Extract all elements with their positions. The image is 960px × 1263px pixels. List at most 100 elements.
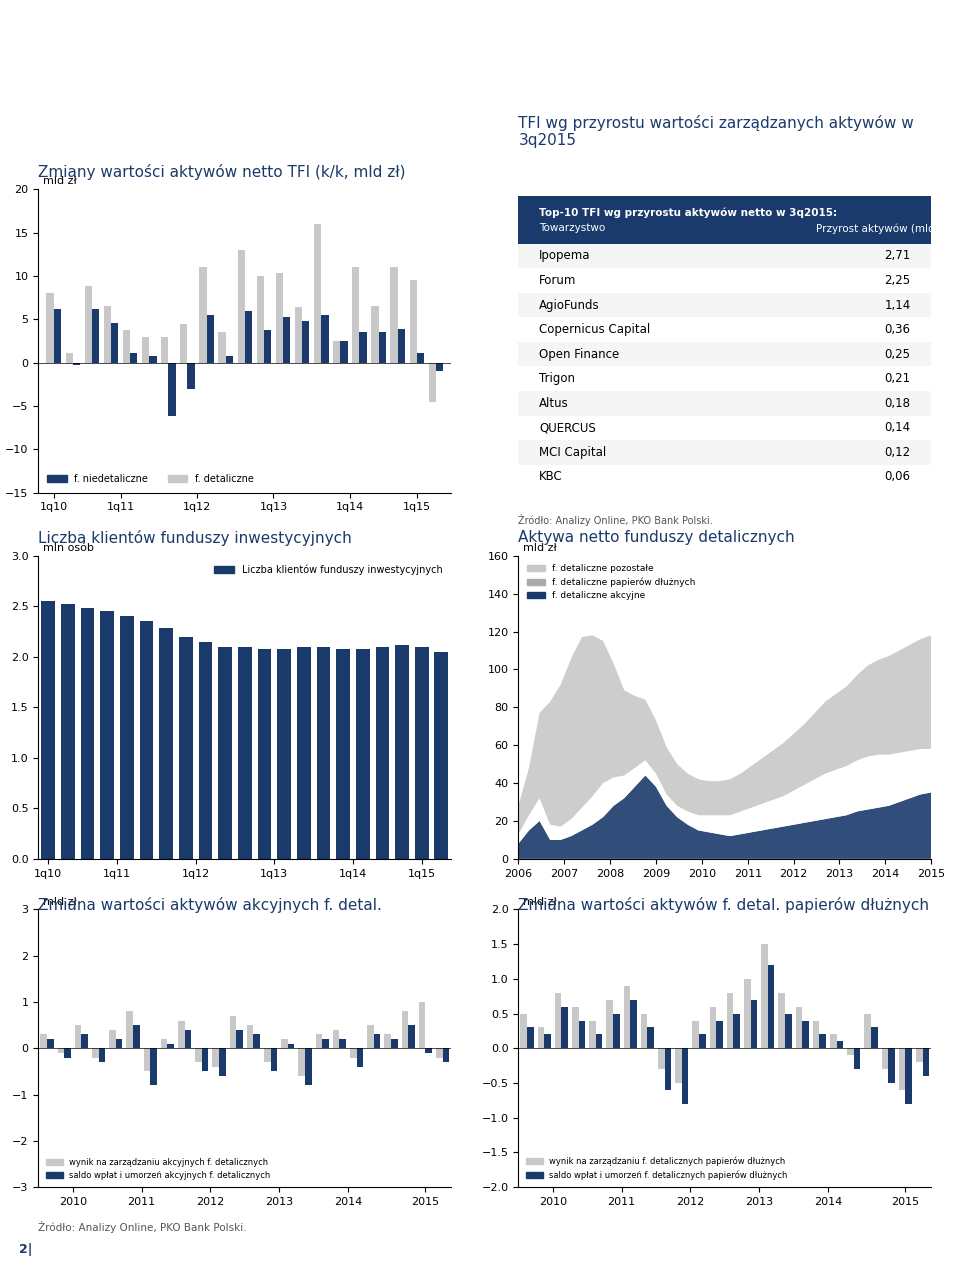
Text: mld zł: mld zł	[522, 897, 556, 907]
Bar	[871, 1028, 877, 1048]
Text: Źródło: Analizy Online, PKO Bank Polski.: Źródło: Analizy Online, PKO Bank Polski.	[38, 1221, 247, 1234]
Text: KBC: KBC	[540, 470, 563, 484]
Bar	[199, 642, 212, 859]
Bar	[256, 277, 264, 362]
Bar	[899, 1048, 905, 1090]
Bar	[401, 1012, 408, 1048]
Text: mld zł: mld zł	[42, 897, 76, 907]
Text: Zmiana wartości aktywów f. detal. papierów dłużnych: Zmiana wartości aktywów f. detal. papier…	[518, 897, 929, 913]
Bar	[150, 1048, 156, 1085]
Bar	[744, 979, 751, 1048]
Bar	[803, 1021, 808, 1048]
Bar	[848, 1048, 853, 1056]
Text: Copernicus Capital: Copernicus Capital	[540, 323, 650, 336]
Bar	[302, 321, 309, 362]
Bar	[41, 601, 55, 859]
Bar	[99, 1048, 106, 1062]
Bar	[589, 1021, 596, 1048]
Bar	[131, 354, 137, 362]
Bar	[305, 1048, 312, 1085]
Bar	[733, 1013, 740, 1048]
FancyBboxPatch shape	[518, 196, 931, 244]
FancyBboxPatch shape	[518, 293, 931, 317]
Bar	[761, 945, 768, 1048]
Bar	[219, 332, 226, 362]
Bar	[415, 647, 428, 859]
Bar	[664, 1048, 671, 1090]
Text: 2|: 2|	[19, 1243, 33, 1255]
Bar	[658, 1048, 664, 1068]
Bar	[579, 1021, 586, 1048]
Bar	[84, 287, 92, 362]
Bar	[104, 306, 111, 362]
Bar	[333, 341, 341, 362]
Bar	[391, 268, 397, 362]
Text: Open Finance: Open Finance	[540, 347, 619, 361]
Bar	[133, 1026, 139, 1048]
Bar	[144, 1048, 150, 1071]
Bar	[179, 637, 193, 859]
Bar	[65, 354, 73, 362]
Bar	[116, 1039, 122, 1048]
Bar	[572, 1007, 579, 1048]
Bar	[314, 224, 322, 362]
Bar	[443, 1048, 449, 1062]
Bar	[727, 993, 733, 1048]
Bar	[675, 1048, 682, 1082]
Text: 0,14: 0,14	[884, 422, 910, 434]
Bar	[167, 1043, 174, 1048]
Bar	[607, 1000, 613, 1048]
Bar	[142, 337, 149, 362]
FancyBboxPatch shape	[518, 244, 931, 268]
Text: mld zł: mld zł	[42, 177, 76, 187]
Bar	[538, 1028, 544, 1048]
Bar	[297, 647, 311, 859]
Bar	[408, 1026, 415, 1048]
Bar	[295, 307, 302, 362]
FancyBboxPatch shape	[518, 440, 931, 465]
Bar	[316, 1034, 323, 1048]
Bar	[647, 1028, 654, 1048]
Bar	[350, 1048, 356, 1057]
Bar	[73, 362, 80, 365]
Bar	[139, 621, 154, 859]
Bar	[238, 647, 252, 859]
Bar	[391, 1039, 397, 1048]
Bar	[785, 1013, 792, 1048]
Text: Liczba klientów funduszy inwestycyjnych: Liczba klientów funduszy inwestycyjnych	[38, 530, 352, 547]
Bar	[375, 647, 390, 859]
Bar	[149, 356, 156, 362]
Text: TFI wg przyrostu wartości zarządzanych aktywów w 3q2015: TFI wg przyrostu wartości zarządzanych a…	[518, 115, 914, 148]
Bar	[682, 1048, 688, 1104]
Bar	[271, 1048, 277, 1071]
Text: Bank Polski: Bank Polski	[631, 106, 694, 116]
Bar	[92, 309, 99, 362]
Bar	[562, 1007, 568, 1048]
Bar	[283, 317, 290, 362]
Bar	[699, 1034, 706, 1048]
Bar	[184, 1029, 191, 1048]
Bar	[520, 1013, 527, 1048]
Text: Dziennik ekonomiczny: Dziennik ekonomiczny	[29, 47, 344, 71]
Text: QUERCUS: QUERCUS	[540, 422, 596, 434]
Bar	[356, 1048, 363, 1067]
Bar	[352, 268, 359, 362]
Bar	[64, 1048, 71, 1057]
Bar	[888, 1048, 895, 1082]
Bar	[779, 993, 785, 1048]
Bar	[159, 629, 173, 859]
Bar	[46, 293, 54, 362]
Bar	[820, 1034, 826, 1048]
Bar	[120, 616, 133, 859]
Bar	[161, 1039, 167, 1048]
Bar	[200, 268, 206, 362]
Bar	[75, 1026, 82, 1048]
Bar	[527, 1028, 534, 1048]
Bar	[127, 1012, 133, 1048]
Bar	[881, 1048, 888, 1068]
Bar	[397, 328, 405, 362]
Text: 0,06: 0,06	[884, 470, 910, 484]
Bar	[299, 1048, 305, 1076]
Bar	[58, 1048, 64, 1053]
Text: MCI Capital: MCI Capital	[540, 446, 607, 458]
